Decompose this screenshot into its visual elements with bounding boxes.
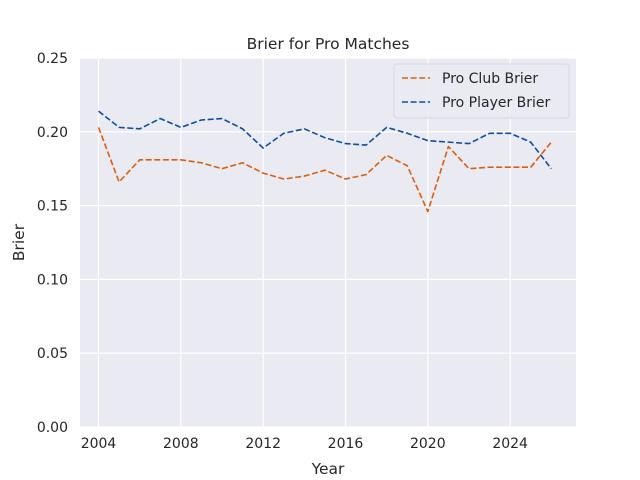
series-point — [118, 181, 120, 183]
legend-box — [393, 63, 570, 119]
y-tick-label: 0.20 — [37, 125, 68, 141]
series-point — [221, 118, 223, 120]
series-point — [98, 127, 100, 129]
x-tick-label: 2012 — [245, 436, 281, 452]
y-axis-ticks: 0.00 0.05 0.10 0.15 0.20 0.25 — [37, 51, 68, 436]
series-point — [489, 132, 491, 134]
series-point — [427, 211, 429, 213]
series-point — [365, 174, 367, 176]
series-point — [365, 144, 367, 146]
legend-label: Pro Player Brier — [442, 95, 551, 111]
x-tick-label: 2004 — [81, 436, 117, 452]
series-point — [406, 132, 408, 134]
series-lines — [97, 110, 553, 213]
series-point — [304, 128, 306, 130]
series-point — [468, 168, 470, 170]
series-point — [180, 127, 182, 129]
y-tick-label: 0.10 — [37, 272, 68, 288]
series-point — [98, 110, 100, 112]
series-point — [221, 168, 223, 170]
x-axis-ticks: 2004 2008 2012 2016 2020 2024 — [81, 436, 528, 452]
series-point — [159, 159, 161, 161]
series-line-1 — [97, 127, 552, 213]
series-point — [551, 141, 553, 143]
series-point — [386, 155, 388, 157]
series-point — [468, 143, 470, 145]
series-point — [345, 178, 347, 180]
series-point — [242, 128, 244, 130]
x-tick-label: 2024 — [492, 436, 528, 452]
series-point — [386, 127, 388, 129]
series-point — [324, 169, 326, 171]
series-point — [324, 137, 326, 139]
x-tick-label: 2020 — [410, 436, 446, 452]
series-point — [283, 132, 285, 134]
x-tick-label: 2008 — [163, 436, 199, 452]
x-tick-label: 2016 — [328, 436, 364, 452]
y-tick-label: 0.15 — [37, 199, 68, 215]
series-point — [304, 175, 306, 177]
x-axis-title: Year — [311, 460, 345, 478]
series-point — [345, 143, 347, 145]
series-point — [427, 140, 429, 142]
series-point — [159, 118, 161, 120]
chart-title: Brier for Pro Matches — [247, 35, 410, 53]
series-point — [530, 141, 532, 143]
series-point — [201, 162, 203, 164]
series-point — [509, 132, 511, 134]
series-point — [242, 162, 244, 164]
y-tick-label: 0.00 — [37, 420, 68, 436]
series-point — [530, 166, 532, 168]
series-point — [139, 128, 141, 130]
series-point — [139, 159, 141, 161]
y-tick-label: 0.25 — [37, 51, 68, 67]
y-axis-title: Brier — [10, 223, 28, 261]
series-point — [509, 166, 511, 168]
series-point — [448, 146, 450, 148]
series-line-2 — [98, 110, 552, 170]
legend: Pro Club Brier Pro Player Brier — [393, 63, 570, 119]
legend-label: Pro Club Brier — [442, 71, 538, 87]
series-point — [448, 141, 450, 143]
series-point — [406, 165, 408, 167]
series-point — [262, 147, 264, 149]
series-point — [180, 159, 182, 161]
series-point — [551, 168, 553, 170]
series-point — [489, 166, 491, 168]
series-point — [262, 172, 264, 174]
series-point — [118, 127, 120, 129]
series-point — [201, 119, 203, 121]
grid-lines — [80, 57, 576, 428]
series-point — [283, 178, 285, 180]
y-tick-label: 0.05 — [37, 346, 68, 362]
legend-items: Pro Club Brier Pro Player Brier — [402, 71, 551, 111]
